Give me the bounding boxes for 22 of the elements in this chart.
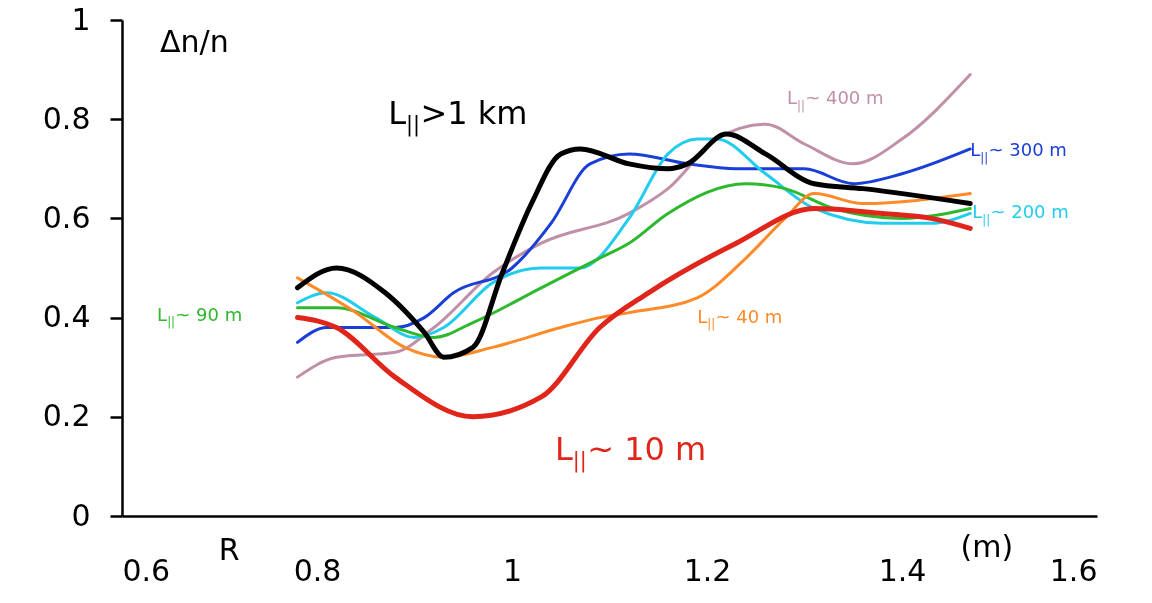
series-label: L||>1 km	[388, 94, 528, 138]
x-tick-label: 1.6	[1049, 552, 1098, 588]
x-tick-label: 1.4	[878, 552, 927, 588]
y-tick-label: 0.2	[42, 398, 91, 434]
x-axis-title: R	[218, 531, 240, 567]
series-label: L||~ 200 m	[972, 201, 1069, 227]
y-tick-label: 0.6	[42, 199, 91, 235]
series-label: L||~ 400 m	[786, 87, 884, 113]
x-tick-label: 0.6	[122, 552, 171, 588]
y-tick-label: 1	[71, 1, 91, 37]
x-tick-label: 1	[502, 552, 523, 588]
text: (m)	[960, 529, 1014, 565]
y-axis-title: Δn/n	[160, 24, 229, 60]
x-tick-label: 0.8	[293, 552, 342, 588]
y-tick-label: 0.4	[42, 299, 91, 335]
x-tick-label: 1.2	[683, 552, 732, 588]
y-tick-label: 0	[71, 497, 91, 533]
series-label: L||~ 10 m	[554, 430, 707, 474]
series-label: L||~ 40 m	[697, 305, 783, 331]
y-tick-label: 0.8	[42, 100, 91, 136]
text: L||~ 90 m	[157, 303, 243, 329]
series-label: L||~ 300 m	[970, 139, 1067, 165]
